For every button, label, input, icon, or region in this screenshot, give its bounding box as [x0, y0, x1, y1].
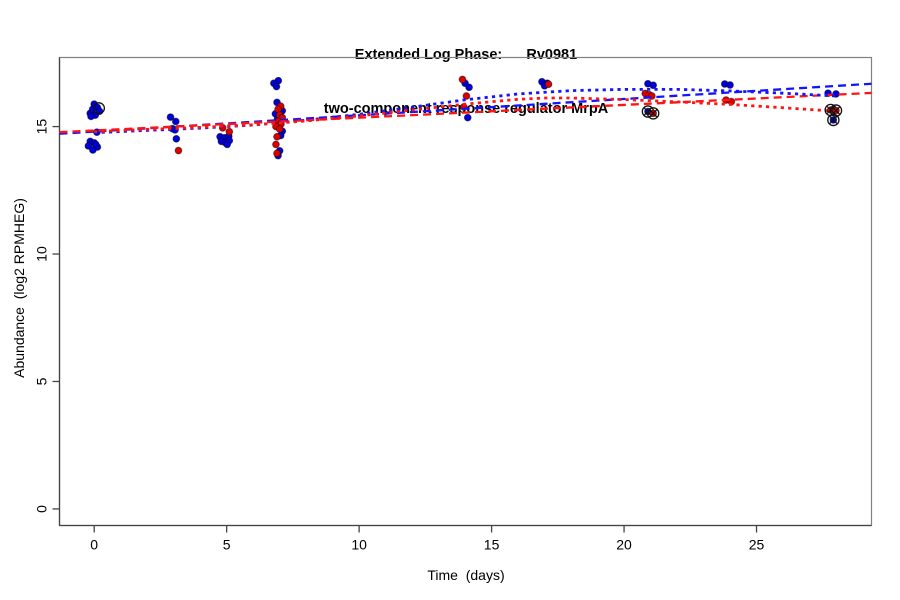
data-point-blue — [649, 81, 658, 90]
data-point-blue — [166, 113, 175, 121]
flagged-circle-icon — [827, 113, 840, 127]
y-tick-label: 15 — [34, 119, 50, 135]
outlier-open-circle — [92, 102, 106, 115]
flagged-x-icon — [831, 106, 841, 115]
flagged-circle-icon — [646, 107, 660, 120]
data-point-blue — [223, 140, 232, 149]
data-point-blue — [91, 140, 100, 149]
x-tick-label: 5 — [223, 537, 231, 553]
flagged-x-icon — [828, 115, 838, 125]
red-loess-fit-line — [94, 96, 837, 134]
blue-loess-fit-line — [94, 87, 837, 135]
data-point-red — [544, 80, 553, 89]
x-tick-label: 25 — [749, 537, 765, 553]
data-point-blue — [87, 112, 95, 121]
y-tick-label: 5 — [34, 377, 50, 385]
plot-box — [58, 56, 873, 527]
flagged-x-icon — [648, 108, 658, 118]
data-point-red — [174, 146, 183, 155]
flagged-circle-icon — [829, 104, 843, 117]
data-point-blue — [726, 81, 734, 89]
data-point-blue — [463, 113, 472, 122]
data-point-red — [225, 127, 234, 136]
x-tick-label: 15 — [484, 537, 500, 553]
x-tick-label: 10 — [351, 537, 367, 553]
y-tick-label: 0 — [34, 505, 50, 513]
data-point-red — [462, 92, 471, 100]
x-tick-label: 20 — [616, 537, 632, 553]
red-linear-fit-line — [59, 91, 872, 134]
data-point-red — [273, 149, 281, 158]
data-point-blue — [172, 134, 181, 143]
y-tick-label: 10 — [34, 246, 50, 262]
data-point-red — [272, 140, 280, 149]
data-point-red — [273, 132, 281, 141]
x-axis-label: Time (days) — [427, 567, 505, 583]
chart-title-line1: Extended Log Phase: Rv0981 — [354, 47, 578, 63]
data-point-blue — [272, 82, 281, 91]
data-point-blue — [465, 83, 473, 92]
data-point-blue — [171, 117, 180, 126]
x-tick-label: 0 — [90, 537, 98, 553]
y-axis-label: Abundance (log2 RPMHEG) — [11, 198, 27, 378]
data-point-red — [275, 125, 284, 133]
data-point-red — [458, 75, 467, 84]
